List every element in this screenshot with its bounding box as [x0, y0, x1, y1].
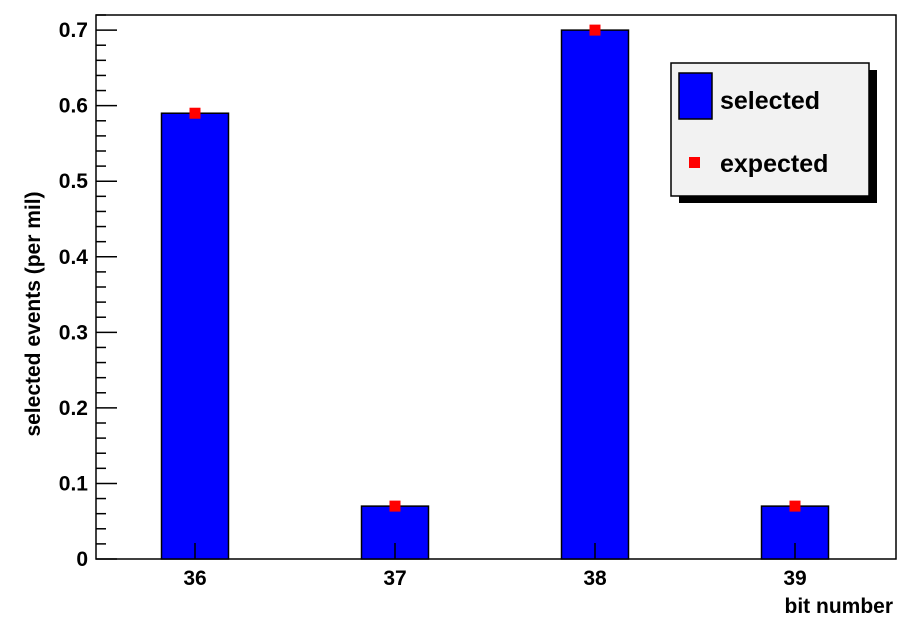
y-axis: 0 0.1 0.2 0.3 0.4 0.5 0.6 0.7: [59, 14, 117, 571]
x-axis-title: bit number: [785, 595, 894, 618]
y-tick-label: 0.4: [59, 246, 89, 269]
bar-36: [160, 112, 230, 560]
marker-39: [789, 500, 801, 512]
x-tick-label: 39: [783, 567, 806, 590]
y-axis-title: selected events (per mil): [22, 191, 45, 436]
bars-group: [160, 29, 830, 560]
legend-marker-expected: [689, 157, 700, 168]
y-tick-label: 0.3: [59, 321, 88, 344]
markers-group: [189, 24, 801, 512]
legend: selected expected: [670, 62, 877, 203]
marker-38: [589, 24, 601, 36]
legend-label-selected: selected: [720, 87, 820, 115]
legend-swatch-selected: [678, 72, 713, 120]
x-axis: 36 37 38 39: [183, 543, 807, 590]
x-tick-label: 38: [583, 567, 607, 590]
y-tick-label: 0.5: [59, 170, 89, 193]
y-tick-label: 0.1: [59, 472, 89, 495]
marker-36: [189, 107, 201, 119]
y-tick-label: 0.6: [59, 95, 88, 118]
legend-label-expected: expected: [720, 150, 828, 178]
x-tick-label: 36: [183, 567, 206, 590]
bar-38: [560, 29, 630, 560]
marker-37: [389, 500, 401, 512]
x-tick-label: 37: [383, 567, 406, 590]
y-tick-label: 0.2: [59, 397, 88, 420]
y-tick-label: 0.7: [59, 19, 88, 42]
y-tick-label: 0: [76, 548, 88, 571]
